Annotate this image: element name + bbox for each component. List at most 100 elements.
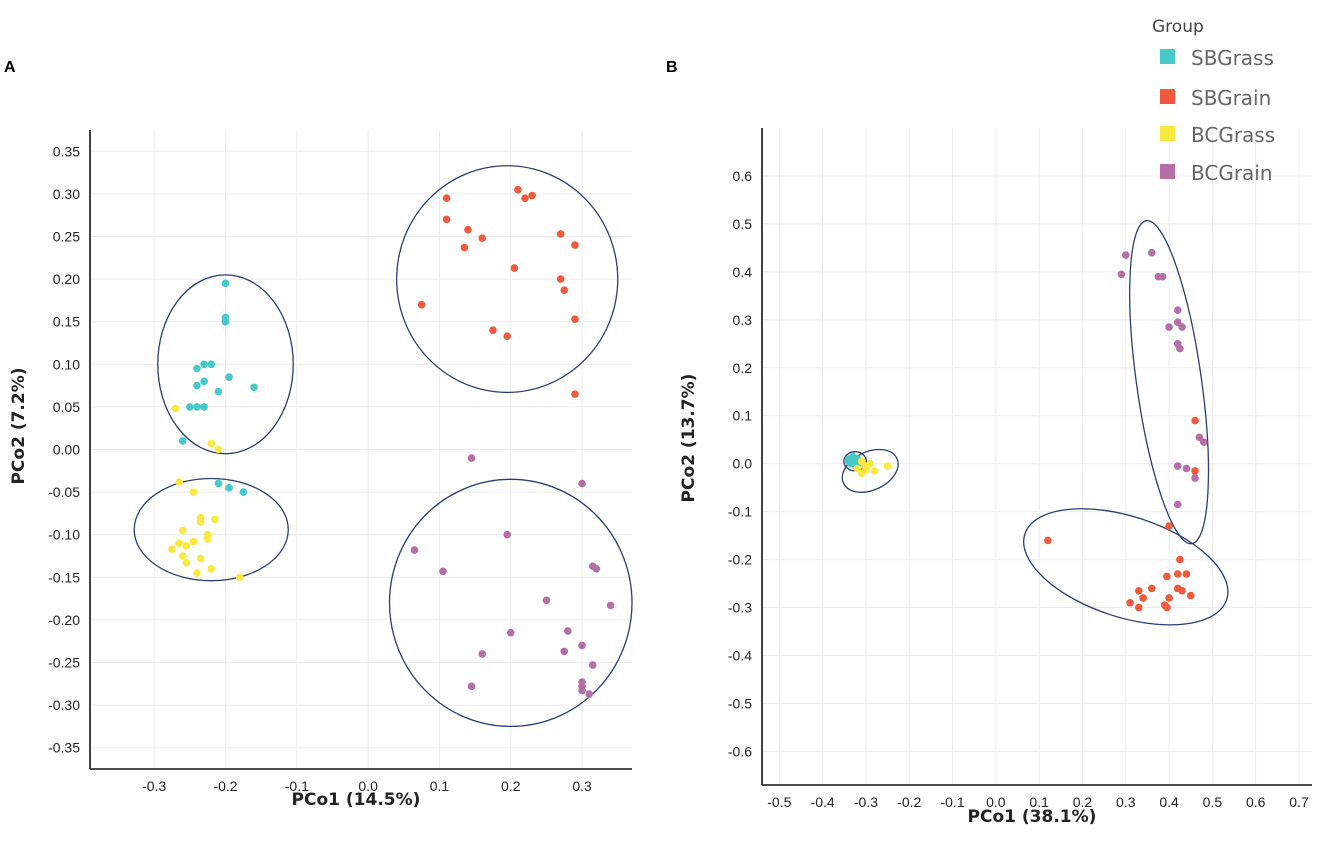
panel-a-point-bcgrass	[207, 564, 216, 573]
panel-a-point-sbgrass	[214, 387, 223, 396]
panel-b-point-bcgrain	[1121, 251, 1130, 259]
panel-a-axes	[89, 130, 632, 770]
panel-a-point-bcgrain	[606, 601, 615, 610]
panel-b-point-sbgrain	[1182, 570, 1191, 578]
panel-b-point-bcgrain	[1173, 500, 1182, 509]
panel-b-y-label: PCo2 (13.7%)	[679, 374, 699, 503]
panel-b-y-tick-label: 0.0	[733, 456, 753, 472]
panel-a-point-sbgrass	[200, 377, 208, 386]
panel-b-x-tick-label: -0.5	[767, 794, 791, 810]
panel-a-point-bcgrass	[182, 541, 191, 550]
panel-a-x-ticks: -0.3 -0.2 -0.1 0.0 0.1 0.2 0.3	[142, 778, 592, 794]
panel-a-x-tick-label: 0.3	[572, 778, 592, 794]
panel-a-point-sbgrass	[221, 317, 230, 326]
panel-a-point-bcgrain	[410, 546, 419, 554]
panel-b-point-bcgrain	[1165, 323, 1173, 331]
panel-b-x-tick-label: 0.7	[1289, 794, 1309, 810]
panel-b-y-tick-label: 0.1	[733, 408, 753, 424]
panel-a-point-sbgrass	[221, 279, 230, 288]
panel-b-point-bcgrain	[1199, 438, 1208, 446]
panel-a-x-tick-label: -0.2	[213, 778, 237, 794]
panel-a-point-bcgrass	[178, 552, 187, 560]
legend-label-bcgrass: BCGrass	[1191, 123, 1275, 147]
panel-a-point-bcgrain	[578, 686, 586, 695]
panel-b-label: B	[666, 59, 678, 76]
panel-b-x-tick-label: 0.1	[1029, 794, 1049, 810]
panel-a-ellipses	[133, 165, 633, 728]
panel-b-point-bcgrain	[1182, 464, 1191, 473]
panel-a-point-bcgrain	[503, 530, 511, 539]
panel-b-point-sbgrain	[1139, 594, 1147, 602]
panel-a-y-tick-label: -0.25	[48, 655, 80, 671]
panel-a-point-sbgrain	[442, 194, 451, 202]
panel-b-y-tick-label: -0.4	[728, 648, 752, 664]
panel-a-point-sbgrain	[514, 185, 522, 194]
panel-a-point-sbgrass	[200, 403, 208, 411]
panel-b-y-tick-label: 0.2	[733, 360, 753, 376]
panel-a-point-bcgrain	[467, 454, 476, 462]
panel-a-x-tick-label: 0.0	[358, 778, 378, 794]
panel-a-point-bcgrain	[560, 647, 569, 656]
panel-b-point-sbgrain	[1165, 594, 1173, 602]
panel-a-y-tick-label: 0.25	[53, 229, 80, 245]
legend-swatch-bcgrass	[1160, 126, 1175, 141]
panel-b-x-tick-label: -0.4	[811, 794, 835, 810]
panel-a-point-bcgrain	[592, 564, 601, 573]
panel-b-point-bcgrain	[1173, 306, 1182, 315]
panel-a-point-sbgrain	[510, 264, 519, 272]
panel-b-point-sbgrain	[1134, 586, 1143, 595]
panel-a-point-bcgrass	[196, 518, 205, 526]
panel-b-x-ticks: -0.5 -0.4 -0.3 -0.2 -0.1 0.0 0.1 0.2 0.3 0.4 0.5 0.…	[767, 794, 1309, 810]
panel-a-y-tick-label: 0.05	[53, 399, 80, 415]
legend-entry-bcgrass: BCGrass	[1160, 123, 1275, 147]
legend-label-sbgrain: SBGrain	[1191, 86, 1271, 110]
panel-a-x-tick-label: -0.1	[285, 778, 309, 794]
panel-a-point-bcgrass	[182, 559, 191, 567]
legend-entry-bcgrain: BCGrain	[1160, 161, 1273, 185]
panel-a-y-tick-label: -0.35	[48, 740, 80, 756]
panel-b-x-tick-label: 0.3	[1116, 794, 1136, 810]
panel-a-point-bcgrain	[506, 628, 515, 637]
panel-a-y-tick-label: -0.20	[48, 612, 80, 628]
panel-a-point-bcgrass	[214, 445, 223, 454]
panel-b-point-sbgrain	[1165, 522, 1173, 530]
panel-b-point-bcgrain	[1178, 323, 1186, 331]
panel-a-point-bcgrain	[564, 627, 572, 635]
panel-b-point-sbgrain	[1163, 603, 1171, 612]
panel-b-point-sbgrain	[1191, 467, 1199, 475]
panel-a-y-ticks: -0.35 -0.30 -0.25 -0.20 -0.15 -0.10 -0.05 0.00 0…	[48, 143, 80, 755]
panel-b-point-sbgrain	[1044, 536, 1052, 545]
legend-title: Group	[1152, 17, 1204, 37]
panel-b-point-bcgrain	[1117, 270, 1126, 279]
panel-b-point-bcgrass	[870, 467, 879, 475]
legend-label-sbgrass: SBGrass	[1191, 46, 1274, 70]
panel-b-point-sbgrain	[1134, 603, 1143, 612]
panel-a-point-bcgrain	[578, 479, 586, 488]
panel-a-x-tick-label: 0.1	[430, 778, 450, 794]
panel-a-x-tick-label: -0.3	[142, 778, 166, 794]
panel-b-point-bcgrain	[1158, 272, 1167, 281]
panel-b-points	[844, 248, 1208, 612]
panel-a-point-sbgrass	[239, 488, 248, 496]
panel-a-x-tick-label: 0.2	[501, 778, 521, 794]
panel-b-x-tick-label: 0.5	[1203, 794, 1223, 810]
panel-a-point-sbgrass	[193, 364, 201, 373]
panel-b-x-tick-label: 0.0	[986, 794, 1006, 810]
panel-a-point-sbgrain	[503, 332, 511, 340]
panel-a-y-tick-label: 0.15	[53, 314, 80, 330]
panel-b-point-sbgrain	[1178, 586, 1186, 595]
panel-a-point-sbgrass	[186, 403, 194, 411]
panel-a-point-bcgrain	[588, 661, 597, 669]
panel-b-y-tick-label: -0.3	[728, 600, 752, 616]
panel-a-point-sbgrain	[464, 225, 472, 234]
panel-a-point-bcgrass	[193, 569, 201, 577]
panel-a-point-bcgrain	[467, 682, 476, 691]
panel-b-point-sbgrain	[1186, 591, 1195, 600]
panel-b-cluster-ellipse-2	[841, 448, 899, 493]
panel-b-point-sbgrain	[1163, 572, 1171, 581]
panel-a-point-bcgrain	[578, 641, 586, 650]
panel-b-axes	[761, 128, 1312, 786]
legend-label-bcgrain: BCGrain	[1191, 161, 1273, 185]
panel-a-label: A	[4, 59, 16, 76]
panel-a-point-bcgrass	[235, 573, 244, 582]
